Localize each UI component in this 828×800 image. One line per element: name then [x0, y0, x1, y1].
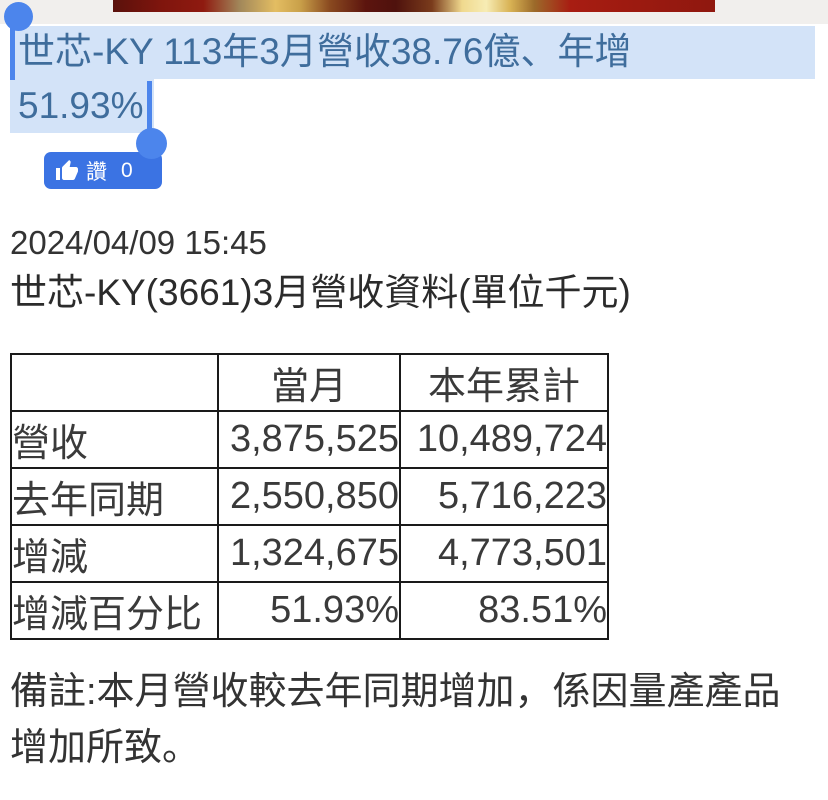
like-button[interactable]: 讚 0	[44, 152, 162, 189]
article-timestamp: 2024/04/09 15:45	[10, 224, 267, 261]
month-value-cell: 2,550,850	[217, 467, 401, 526]
article-title: 世芯-KY 113年3月營收38.76億、年增 51.93%	[10, 25, 822, 133]
table-row-revenue: 營收 3,875,525 10,489,724	[10, 410, 609, 469]
month-value-cell: 51.93%	[217, 581, 401, 640]
selection-highlight-line1	[10, 26, 815, 79]
table-header-row: 當月 本年累計	[10, 353, 609, 412]
banner-image	[113, 0, 715, 12]
revenue-table: 當月 本年累計 營收 3,875,525 10,489,724 去年同期 2,5…	[10, 353, 609, 640]
table-row-change-percent: 增減百分比 51.93% 83.51%	[10, 581, 609, 640]
article-note: 備註:本月營收較去年同期增加，係因量產產品增加所致。	[10, 671, 781, 769]
like-button-label: 讚	[86, 160, 107, 184]
ytd-value-cell: 4,773,501	[399, 524, 609, 583]
article-title-line2: 51.93%	[18, 85, 144, 126]
ytd-value-cell: 5,716,223	[399, 467, 609, 526]
table-row-last-year: 去年同期 2,550,850 5,716,223	[10, 467, 609, 526]
selection-handle-end[interactable]	[136, 128, 167, 159]
row-label-cell: 增減	[10, 524, 219, 583]
selection-highlight-line2	[10, 79, 154, 133]
row-label-cell: 增減百分比	[10, 581, 219, 640]
month-value-cell: 3,875,525	[217, 410, 401, 469]
like-count-badge: 0	[121, 158, 133, 182]
ytd-value-cell: 10,489,724	[399, 410, 609, 469]
row-label-cell: 去年同期	[10, 467, 219, 526]
month-value-cell: 1,324,675	[217, 524, 401, 583]
article-title-line1: 世芯-KY 113年3月營收38.76億、年增	[18, 31, 632, 72]
ytd-value-cell: 83.51%	[399, 581, 609, 640]
header-cell-ytd: 本年累計	[399, 353, 609, 412]
selection-caret-start	[10, 27, 15, 80]
row-label-cell: 營收	[10, 410, 219, 469]
article-subtitle: 世芯-KY(3661)3月營收資料(單位千元)	[10, 272, 631, 313]
header-cell-empty	[10, 353, 219, 412]
header-cell-month: 當月	[217, 353, 401, 412]
selection-caret-end	[147, 81, 152, 129]
thumbs-up-icon	[56, 159, 78, 180]
selection-handle-start[interactable]	[4, 2, 33, 31]
table-row-change: 增減 1,324,675 4,773,501	[10, 524, 609, 583]
